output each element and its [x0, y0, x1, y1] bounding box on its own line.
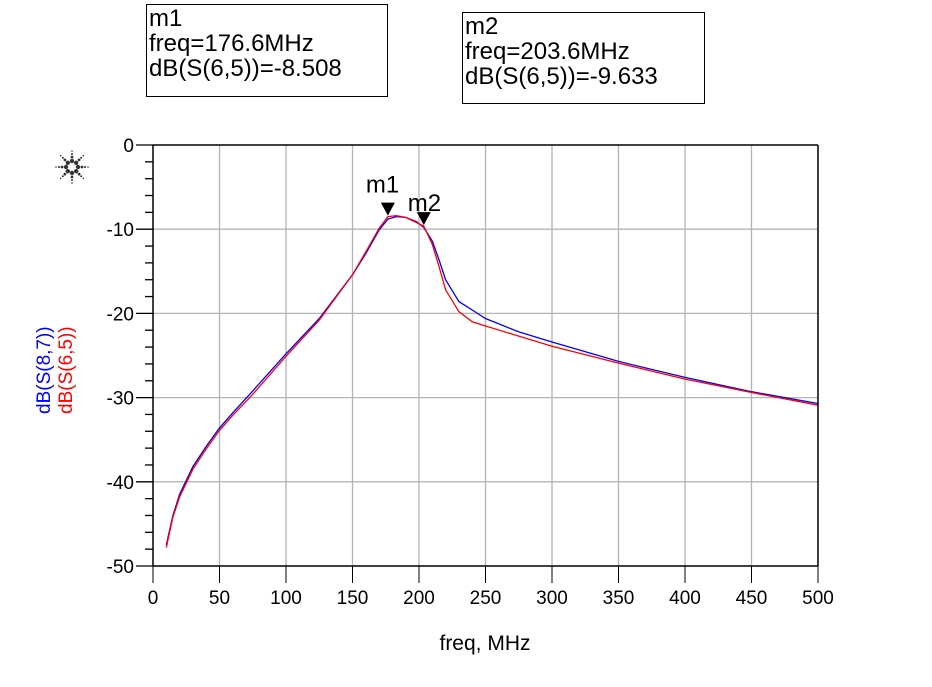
logo-dot	[64, 159, 67, 162]
logo-dot	[66, 169, 70, 173]
x-tick-label: 500	[802, 588, 834, 609]
series-layer	[166, 216, 818, 548]
x-tick-label: 50	[209, 588, 230, 609]
logo-dot	[71, 182, 73, 184]
logo-dot	[80, 175, 82, 177]
logo-dot	[87, 166, 89, 168]
y-tick-label: -20	[107, 304, 134, 325]
x-tick-label: 200	[403, 588, 435, 609]
x-tick-label: 0	[148, 588, 159, 609]
marker-label-m2: m2	[408, 190, 441, 217]
logo-dot	[60, 178, 62, 180]
logo-dot	[61, 166, 64, 169]
grid	[153, 145, 818, 566]
logo-dot	[71, 153, 73, 155]
x-axis-ticks: 0 50 100 150 200 250 300 350 400 450 500	[148, 566, 834, 609]
logo-dot	[70, 171, 74, 175]
logo-dot	[62, 175, 64, 177]
logo-dot	[55, 166, 57, 168]
x-tick-label: 350	[603, 588, 635, 609]
logo-dot	[83, 155, 85, 157]
series-line-dbs65	[166, 216, 818, 548]
logo-dot	[78, 173, 81, 176]
logo-dot	[78, 159, 81, 162]
logo-dot	[80, 157, 82, 159]
logo-dot	[74, 169, 78, 173]
x-tick-label: 400	[669, 588, 701, 609]
logo-dot	[74, 161, 78, 165]
marker-label-m1: m1	[366, 172, 399, 199]
x-axis-label: freq, MHz	[439, 632, 530, 655]
logo-dot	[71, 150, 73, 152]
logo-dot	[76, 165, 80, 169]
logo-dot	[58, 166, 60, 168]
logo-dot	[66, 161, 70, 165]
x-tick-label: 450	[736, 588, 768, 609]
y-axis-ticks: 0 -10 -20 -30 -40 -50	[107, 136, 153, 578]
logo-dot	[71, 179, 73, 181]
logo-dot	[83, 178, 85, 180]
logo-dot	[81, 166, 84, 169]
y-axis-label-s87: dB(S(8,7))	[34, 326, 56, 414]
logo-dot	[70, 159, 74, 163]
logo-dot	[62, 157, 64, 159]
logo-dot	[64, 173, 67, 176]
logo-dot	[84, 166, 86, 168]
y-tick-label: -40	[107, 473, 134, 494]
y-tick-label: -10	[107, 220, 134, 241]
y-tick-label: -30	[107, 389, 134, 410]
logo-dot	[60, 155, 62, 157]
asterisk-dots-icon	[55, 150, 89, 184]
x-tick-label: 150	[337, 588, 369, 609]
logo-dot	[71, 156, 74, 159]
x-tick-label: 300	[536, 588, 568, 609]
logo-dot	[71, 176, 74, 179]
y-axis-label-s65: dB(S(6,5))	[56, 326, 78, 414]
x-tick-label: 100	[270, 588, 302, 609]
marker-triangle-m1	[381, 203, 395, 216]
x-tick-label: 250	[470, 588, 502, 609]
logo-dot	[64, 165, 68, 169]
y-tick-label: 0	[123, 136, 134, 157]
y-tick-label: -50	[107, 557, 134, 578]
